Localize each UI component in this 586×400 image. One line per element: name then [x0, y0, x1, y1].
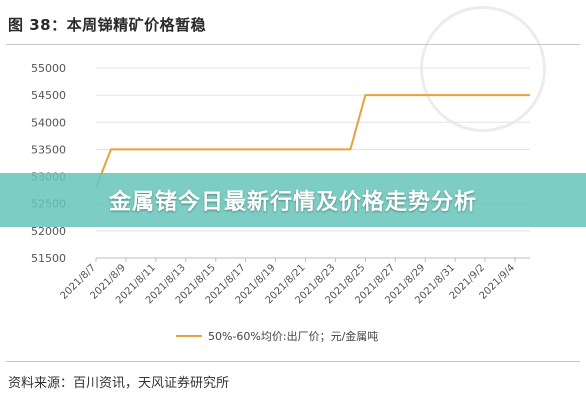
source-note: 资料来源：百川资讯，天风证券研究所: [8, 376, 230, 391]
y-tick-label: 51500: [31, 252, 66, 265]
y-tick-label: 54500: [31, 89, 66, 102]
legend-label: 50%-60%均价:出厂价；元/金属吨: [208, 329, 378, 343]
watermark-seal: [420, 6, 546, 132]
top-divider: [6, 44, 580, 45]
figure-title: 图 38：本周锑精矿价格暂稳: [8, 16, 207, 34]
y-tick-label: 53500: [31, 143, 66, 156]
banner-text: 金属锗今日最新行情及价格走势分析: [108, 190, 477, 215]
headline-banner: 金属锗今日最新行情及价格走势分析: [0, 173, 586, 227]
series-line: [95, 94, 530, 188]
y-tick-label: 52000: [31, 225, 66, 238]
bottom-divider: [6, 361, 580, 362]
y-tick-label: 54000: [31, 116, 66, 129]
y-tick-label: 55000: [31, 62, 66, 75]
